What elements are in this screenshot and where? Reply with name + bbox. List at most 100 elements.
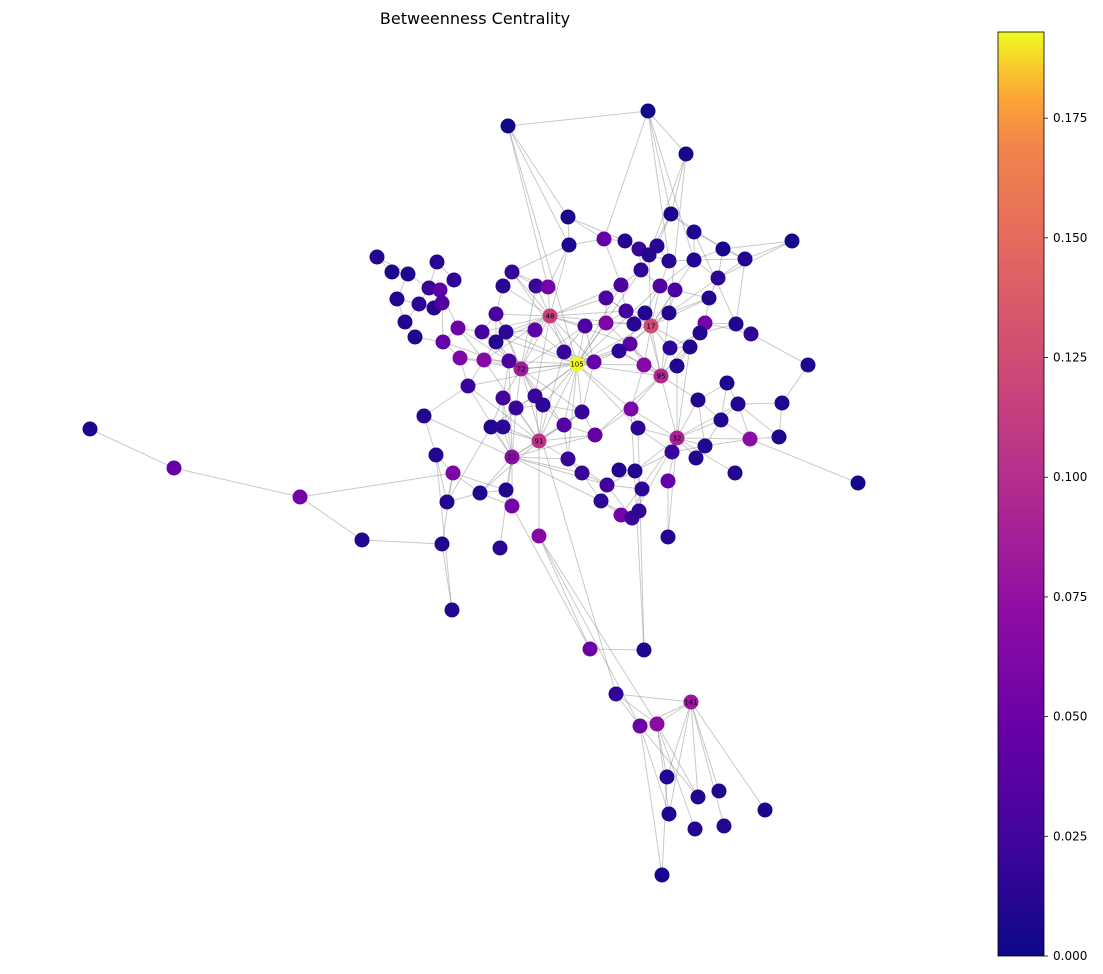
network-edge bbox=[511, 434, 596, 458]
network-node bbox=[384, 264, 400, 280]
network-edge bbox=[639, 725, 670, 815]
colorbar: 0.000 0.025 0.050 0.075 0.100 0.125 0.150 0.175 bbox=[997, 31, 1087, 963]
colorbar-tick-label: 0.025 bbox=[1053, 829, 1087, 843]
network-edge bbox=[639, 725, 663, 876]
network-edge bbox=[423, 415, 513, 458]
network-edge bbox=[648, 153, 687, 256]
network-node bbox=[476, 352, 492, 368]
network-edge bbox=[581, 361, 595, 413]
network-node bbox=[582, 641, 598, 657]
network-edge bbox=[520, 325, 586, 370]
node-label: 95 bbox=[657, 373, 666, 381]
network-node bbox=[688, 450, 704, 466]
network-edge bbox=[511, 456, 569, 460]
network-edge bbox=[520, 363, 578, 370]
network-node bbox=[730, 396, 746, 412]
node-label: 48 bbox=[546, 313, 555, 321]
network-node bbox=[771, 429, 787, 445]
network-node bbox=[556, 417, 572, 433]
network-node bbox=[737, 251, 753, 267]
network-node bbox=[434, 295, 450, 311]
network-edge bbox=[483, 359, 540, 442]
network-node bbox=[354, 532, 370, 548]
network-edge bbox=[615, 693, 692, 703]
network-node bbox=[727, 465, 743, 481]
network-edge bbox=[542, 363, 578, 406]
network-edge bbox=[435, 454, 448, 503]
network-node bbox=[716, 818, 732, 834]
network-node bbox=[711, 783, 727, 799]
network-edge bbox=[538, 535, 591, 650]
network-edge bbox=[511, 411, 583, 458]
network-node bbox=[598, 290, 614, 306]
network-edge bbox=[647, 110, 695, 261]
network-edge bbox=[576, 363, 632, 410]
network-edge bbox=[361, 539, 443, 545]
network-node bbox=[622, 336, 638, 352]
network-node bbox=[613, 277, 629, 293]
network-edge bbox=[647, 110, 670, 262]
network-node bbox=[662, 340, 678, 356]
network-edge bbox=[511, 271, 551, 317]
network-node bbox=[701, 290, 717, 306]
network-node bbox=[800, 357, 816, 373]
network-node bbox=[586, 354, 602, 370]
network-node bbox=[535, 397, 551, 413]
network-edge bbox=[697, 399, 706, 447]
network-edge bbox=[637, 427, 645, 651]
network-node bbox=[632, 718, 648, 734]
network-node bbox=[697, 438, 713, 454]
network-node bbox=[452, 350, 468, 366]
network-node bbox=[560, 451, 576, 467]
network-edge bbox=[650, 277, 719, 327]
network-edge bbox=[690, 701, 766, 811]
network-node bbox=[611, 343, 627, 359]
network-node bbox=[500, 118, 516, 134]
network-node bbox=[690, 392, 706, 408]
network-edge bbox=[507, 125, 549, 288]
network-node bbox=[618, 303, 634, 319]
network-node bbox=[460, 378, 476, 394]
network-edge bbox=[656, 723, 696, 830]
network-node bbox=[687, 821, 703, 837]
network-edge bbox=[668, 701, 692, 815]
node-label: 105 bbox=[570, 361, 583, 369]
network-node bbox=[678, 146, 694, 162]
network-node bbox=[450, 320, 466, 336]
network-edge bbox=[479, 456, 513, 494]
network-node bbox=[560, 209, 576, 225]
network-node bbox=[389, 291, 405, 307]
network-node bbox=[713, 412, 729, 428]
network-edge bbox=[567, 216, 626, 242]
network-edge bbox=[507, 125, 569, 218]
network-edge bbox=[676, 437, 751, 440]
network-edge bbox=[446, 426, 492, 503]
network-node bbox=[599, 477, 615, 493]
network-edge bbox=[650, 325, 662, 377]
network-node bbox=[542, 308, 558, 324]
network-edge bbox=[507, 110, 649, 127]
network-edge bbox=[749, 438, 859, 484]
network-node bbox=[640, 103, 656, 119]
network-edge bbox=[538, 535, 658, 725]
network-node bbox=[445, 465, 461, 481]
network-node bbox=[492, 540, 508, 556]
network-edge bbox=[676, 437, 736, 474]
colorbar-tick-label: 0.100 bbox=[1053, 470, 1087, 484]
network-edge bbox=[511, 456, 608, 486]
network-node bbox=[710, 270, 726, 286]
network-node bbox=[623, 401, 639, 417]
network-node bbox=[428, 447, 444, 463]
network-edge bbox=[661, 776, 668, 876]
network-nodes: 105 17 48 95 91 32 72 22 141 bbox=[82, 103, 866, 883]
network-node bbox=[411, 296, 427, 312]
colorbar-tick-label: 0.000 bbox=[1053, 949, 1087, 963]
network-node bbox=[292, 489, 308, 505]
network-edge bbox=[505, 315, 551, 333]
network-edge bbox=[549, 244, 570, 317]
network-edge bbox=[656, 723, 699, 798]
network-edge bbox=[520, 368, 583, 413]
network-node bbox=[660, 473, 676, 489]
network-node bbox=[556, 344, 572, 360]
